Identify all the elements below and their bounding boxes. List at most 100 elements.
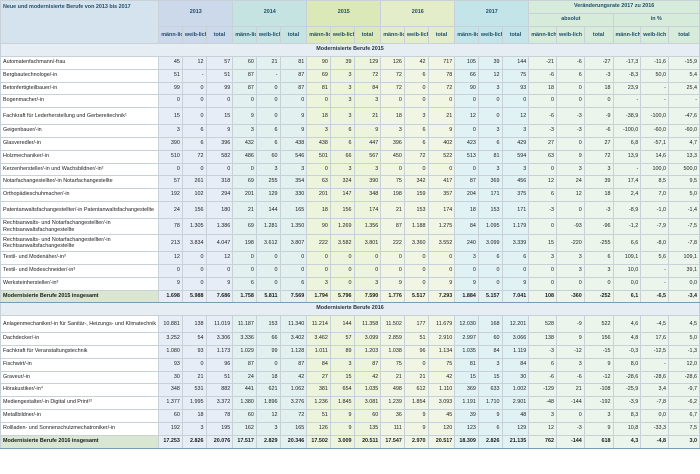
table-cell: 633 (477, 383, 503, 398)
table-cell: 1.275 (427, 217, 456, 236)
year-header-2016: 2016 (380, 0, 456, 27)
total-cell: 6,1 (612, 289, 642, 304)
table-cell: 99 (158, 81, 183, 96)
table-cell: 129 (255, 188, 281, 203)
table-cell: -3 (556, 107, 585, 125)
table-cell: 0 (556, 136, 585, 151)
table-cell: 7,0 (640, 188, 669, 203)
table-cell: 10.881 (158, 315, 183, 333)
table-cell: 1.128 (279, 344, 308, 359)
table-cell: 3.612 (255, 234, 281, 252)
table-cell: 57 (158, 175, 183, 190)
table-cell: 66 (454, 68, 479, 83)
table-cell: -7,8 (667, 234, 700, 252)
table-cell: - (640, 357, 669, 372)
table-cell: 96 (403, 344, 429, 359)
table-cell: 4,8 (612, 331, 642, 346)
table-cell: - (640, 276, 669, 291)
table-cell: 0 (403, 94, 429, 109)
table-cell: 54 (181, 331, 207, 346)
table-cell: 15 (329, 370, 355, 385)
table-cell: 6 (329, 136, 355, 151)
table-cell: 8,5 (640, 175, 669, 190)
total-cell: 18.309 (454, 435, 479, 449)
table-cell: 9 (556, 331, 585, 346)
table-cell: 153 (477, 201, 503, 219)
table-cell: 60 (477, 331, 503, 346)
table-cell: -6,2 (667, 396, 700, 411)
table-cell: 3.834 (181, 234, 207, 252)
table-cell: 21 (232, 201, 257, 219)
table-cell: 78 (158, 217, 183, 236)
table-cell: -1,0 (640, 201, 669, 219)
table-cell: 12.030 (454, 315, 479, 333)
table-cell: 129 (353, 55, 382, 70)
table-cell: 165 (279, 201, 308, 219)
table-cell: 2.901 (501, 396, 530, 411)
table-cell: 8,3 (612, 409, 642, 424)
table-cell: 3 (158, 123, 183, 138)
table-cell: 72 (279, 409, 308, 424)
table-cell: 11.679 (427, 315, 456, 333)
table-cell: 27 (528, 136, 557, 151)
table-cell: 498 (380, 383, 405, 398)
table-cell: -6 (556, 370, 585, 385)
table-cell: 84 (306, 357, 331, 372)
table-cell: 3 (353, 276, 382, 291)
table-cell: 87 (353, 357, 382, 372)
table-cell: 1.011 (306, 344, 331, 359)
table-cell: 0 (556, 94, 585, 109)
table-cell: -3 (556, 123, 585, 138)
table-cell: 531 (181, 383, 207, 398)
total-cell: 2.826 (181, 435, 207, 449)
total-cell: -252 (583, 289, 614, 304)
total-cell: 1.776 (380, 289, 405, 304)
table-cell: 5,4 (667, 68, 700, 83)
occupation-name: Orthopädieschuhmacher/-in (0, 188, 160, 203)
table-cell: 3 (329, 357, 355, 372)
table-cell: 0 (403, 81, 429, 96)
table-cell: 27 (306, 370, 331, 385)
table-cell: 486 (232, 149, 257, 164)
table-cell: 21 (427, 107, 456, 125)
table-cell: 3.276 (279, 396, 308, 411)
table-cell: 0 (306, 162, 331, 177)
table-cell: 654 (329, 383, 355, 398)
occupation-name: Fischwirt/-in (0, 357, 160, 372)
table-cell: 162 (232, 422, 257, 437)
table-cell: 153 (255, 315, 281, 333)
table-cell: 11.502 (380, 315, 405, 333)
table-cell: 15 (205, 107, 234, 125)
total-cell: 5.988 (181, 289, 207, 304)
table-cell: -48 (528, 396, 557, 411)
table-cell: 57 (329, 331, 355, 346)
table-cell: 39 (583, 175, 614, 190)
occupation-name: Glasveredler/-in (0, 136, 160, 151)
total-cell: 17.502 (306, 435, 331, 449)
table-cell: 8,0 (612, 357, 642, 372)
table-cell: 2.997 (454, 331, 479, 346)
table-cell: 3 (329, 68, 355, 83)
table-row: Rechtsanwalts- und Notarfachangestellter… (0, 234, 700, 252)
table-cell: 18 (306, 201, 331, 219)
total-cell: 1.884 (454, 289, 479, 304)
table-cell: 3 (403, 107, 429, 125)
table-cell: 441 (232, 383, 257, 398)
table-cell: 1.356 (353, 217, 382, 236)
table-cell: -25,9 (612, 383, 642, 398)
percent-header: in % (612, 12, 700, 27)
table-cell: 0 (329, 250, 355, 265)
table-cell: 42 (403, 55, 429, 70)
table-cell: 438 (279, 136, 308, 151)
occupation-name: Fachkraft für Veranstaltungstechnik (0, 344, 160, 359)
table-cell: 1.035 (353, 383, 382, 398)
total-cell: 7.041 (501, 289, 530, 304)
table-cell: 17,6 (640, 331, 669, 346)
table-cell: 0 (477, 276, 503, 291)
table-cell: 240 (454, 234, 479, 252)
table-cell: 261 (181, 175, 207, 190)
table-cell: 0 (403, 276, 429, 291)
table-cell: 171 (477, 188, 503, 203)
sub-header-weiblich: weib-lich (329, 25, 355, 44)
total-cell: 7.590 (353, 289, 382, 304)
